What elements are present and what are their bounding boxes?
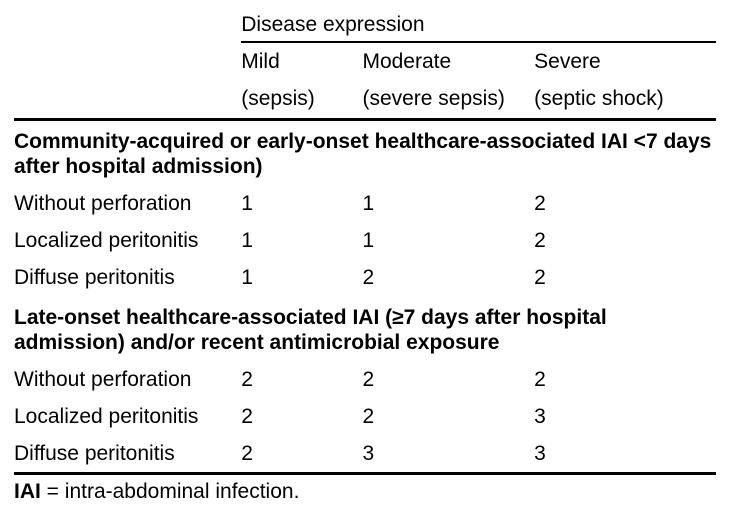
table-cell: 3 — [362, 435, 534, 474]
table-cell: 2 — [362, 259, 534, 296]
table-cell: 1 — [241, 259, 362, 296]
table-cell: 3 — [534, 398, 716, 435]
section-1-title: Late-onset healthcare-associated IAI (≥7… — [14, 297, 716, 361]
section-1-row-2-label: Diffuse peritonitis — [14, 435, 241, 474]
col-mild-bottom: (sepsis) — [241, 80, 362, 119]
header-empty-2 — [14, 42, 241, 80]
table-cell: 2 — [241, 435, 362, 474]
table-cell: 2 — [534, 259, 716, 296]
section-1-row-0-label: Without perforation — [14, 361, 241, 398]
footnote-sep: = — [41, 480, 65, 503]
footnote-abbr: IAI — [14, 480, 41, 503]
header-spanner: Disease expression — [241, 10, 716, 42]
col-severe-top: Severe — [534, 42, 716, 80]
section-0-row-1-label: Localized peritonitis — [14, 222, 241, 259]
table-cell: 2 — [534, 222, 716, 259]
table-cell: 1 — [241, 185, 362, 222]
footnote: IAI = intra-abdominal infection. — [14, 474, 716, 505]
table-cell: 2 — [241, 398, 362, 435]
footnote-def: intra-abdominal infection. — [65, 480, 300, 503]
header-empty — [14, 10, 241, 42]
section-0-row-2-label: Diffuse peritonitis — [14, 259, 241, 296]
iai-grading-table: Disease expression Mild Moderate Severe … — [14, 10, 716, 505]
table-cell: 2 — [534, 185, 716, 222]
table-cell: 2 — [362, 361, 534, 398]
section-0-row-0-label: Without perforation — [14, 185, 241, 222]
header-empty-3 — [14, 80, 241, 119]
col-moderate-top: Moderate — [362, 42, 534, 80]
table-cell: 2 — [241, 361, 362, 398]
col-mild-top: Mild — [241, 42, 362, 80]
section-1-row-1-label: Localized peritonitis — [14, 398, 241, 435]
table-cell: 1 — [241, 222, 362, 259]
table-cell: 3 — [534, 435, 716, 474]
table-cell: 2 — [534, 361, 716, 398]
table-cell: 2 — [362, 398, 534, 435]
section-0-title: Community-acquired or early-onset health… — [14, 119, 716, 185]
col-moderate-bottom: (severe sepsis) — [362, 80, 534, 119]
col-severe-bottom: (septic shock) — [534, 80, 716, 119]
table-cell: 1 — [362, 222, 534, 259]
table-cell: 1 — [362, 185, 534, 222]
